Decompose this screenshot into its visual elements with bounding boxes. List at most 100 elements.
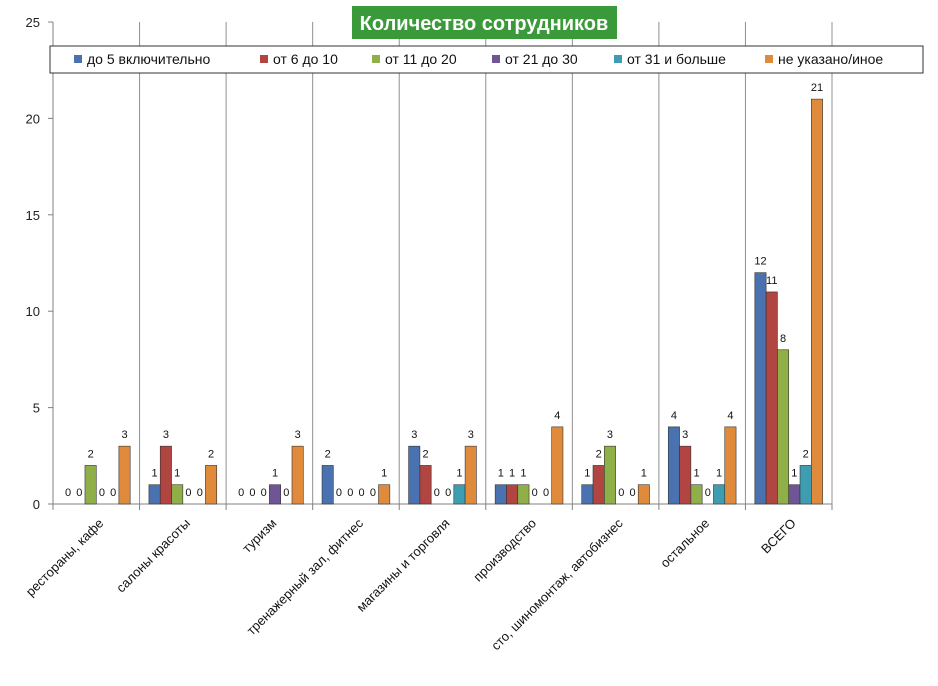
data-label: 0 xyxy=(629,487,635,499)
bar xyxy=(604,445,616,505)
bar xyxy=(754,272,767,505)
data-label: 3 xyxy=(468,429,474,441)
data-label: 4 xyxy=(554,410,560,422)
bar xyxy=(321,465,334,505)
data-label: 4 xyxy=(671,410,677,422)
x-tick-label: остальное xyxy=(657,516,712,571)
data-label: 1 xyxy=(584,468,590,480)
data-label: 21 xyxy=(811,82,823,94)
data-label: 0 xyxy=(370,487,376,499)
bar xyxy=(419,465,432,505)
data-label: 0 xyxy=(445,487,451,499)
bar xyxy=(592,465,605,505)
data-label: 3 xyxy=(163,429,169,441)
data-label: 0 xyxy=(76,487,82,499)
legend-swatch xyxy=(614,55,622,63)
data-label: 3 xyxy=(295,429,301,441)
x-tick-label: ВСЕГО xyxy=(758,516,799,557)
bar xyxy=(777,349,790,505)
data-label: 2 xyxy=(422,448,428,460)
data-label: 3 xyxy=(607,429,613,441)
x-tick-label: магазины и торговля xyxy=(354,516,453,615)
data-label: 3 xyxy=(121,429,127,441)
data-label: 0 xyxy=(359,487,365,499)
legend-swatch xyxy=(74,55,82,63)
bar xyxy=(713,484,726,505)
bar xyxy=(291,445,304,505)
legend-label: от 21 до 30 xyxy=(505,51,578,67)
bar xyxy=(724,426,737,505)
bar xyxy=(765,291,778,505)
data-label: 1 xyxy=(716,468,722,480)
bar xyxy=(269,484,281,505)
x-tick-label: рестораны, кафе xyxy=(23,516,107,600)
chart-title: Количество сотрудников xyxy=(360,13,609,35)
data-label: 0 xyxy=(532,487,538,499)
bar xyxy=(408,445,421,505)
bar xyxy=(118,445,131,505)
y-tick-labels: 0 5 10 15 20 25 xyxy=(26,15,40,512)
bar xyxy=(517,484,530,505)
data-label: 2 xyxy=(325,448,331,460)
bar xyxy=(581,484,594,505)
x-tick-label: туризм xyxy=(239,515,279,555)
legend-swatch xyxy=(765,55,773,63)
data-label: 1 xyxy=(456,468,462,480)
data-label: 8 xyxy=(780,333,786,345)
bar xyxy=(551,426,564,505)
bar xyxy=(799,465,812,505)
y-tick-label: 25 xyxy=(26,15,40,30)
data-label: 0 xyxy=(705,487,711,499)
x-tick-label: производство xyxy=(470,516,539,585)
data-label: 1 xyxy=(381,468,387,480)
legend-box xyxy=(49,45,924,74)
legend-label: от 31 и больше xyxy=(627,51,726,67)
bar xyxy=(378,484,391,505)
data-label: 1 xyxy=(693,468,699,480)
data-label: 3 xyxy=(411,429,417,441)
legend-swatch xyxy=(492,55,500,63)
bar xyxy=(679,445,692,505)
data-label: 0 xyxy=(543,487,549,499)
title-group: Количество сотрудников xyxy=(352,6,617,39)
data-label: 3 xyxy=(682,429,688,441)
data-label: 0 xyxy=(185,487,191,499)
bar xyxy=(453,484,466,505)
legend-label: от 6 до 10 xyxy=(273,51,338,67)
data-label: 1 xyxy=(509,468,515,480)
data-label: 1 xyxy=(174,468,180,480)
data-label: 0 xyxy=(65,487,71,499)
bar xyxy=(637,484,650,505)
x-tick-labels: рестораны, кафе салоны красоты туризмтрена… xyxy=(23,515,799,653)
data-label: 2 xyxy=(596,448,602,460)
y-tick-label: 20 xyxy=(26,111,40,126)
legend-label: не указано/иное xyxy=(778,51,883,67)
data-label: 1 xyxy=(791,468,797,480)
data-label: 2 xyxy=(208,448,214,460)
bar xyxy=(148,484,161,505)
bar xyxy=(84,465,97,505)
legend-swatch xyxy=(260,55,268,63)
bar xyxy=(159,445,172,505)
y-tick-label: 0 xyxy=(33,497,40,512)
legend-label: от 11 до 20 xyxy=(385,51,457,67)
data-label: 0 xyxy=(238,487,244,499)
data-label: 1 xyxy=(641,468,647,480)
bars-layer xyxy=(84,98,823,505)
bar xyxy=(811,98,823,505)
bar xyxy=(667,426,680,505)
data-label: 0 xyxy=(283,487,289,499)
data-label: 0 xyxy=(110,487,116,499)
legend-swatch xyxy=(372,55,380,63)
bar xyxy=(171,484,184,505)
bar xyxy=(205,465,218,505)
data-label: 0 xyxy=(618,487,624,499)
bar xyxy=(690,484,703,505)
data-label: 0 xyxy=(261,487,267,499)
y-tick-label: 5 xyxy=(33,401,40,416)
data-label: 0 xyxy=(434,487,440,499)
data-label: 2 xyxy=(88,448,94,460)
y-tick-label: 10 xyxy=(26,304,40,319)
